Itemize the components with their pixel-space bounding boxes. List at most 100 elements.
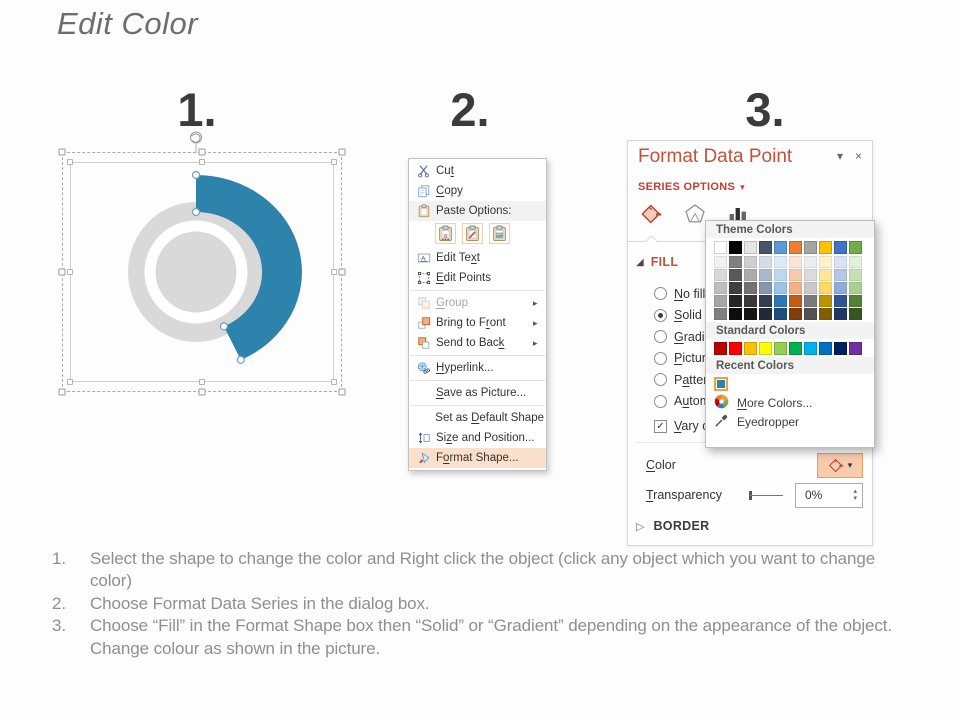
standard-color-swatch[interactable] (759, 342, 772, 355)
plot-selection-handle[interactable] (67, 379, 73, 385)
theme-tint-swatch[interactable] (714, 295, 727, 307)
menu-item-save-as-picture[interactable]: Save as Picture... (409, 383, 546, 403)
theme-color-swatch[interactable] (774, 241, 787, 254)
theme-tint-swatch[interactable] (819, 308, 832, 320)
effects-tab[interactable] (681, 199, 709, 229)
theme-tint-swatch[interactable] (789, 308, 802, 320)
theme-tint-swatch[interactable] (849, 295, 862, 307)
menu-item-send-to-back[interactable]: Send to Back ▸ (409, 333, 546, 353)
theme-color-swatch[interactable] (789, 241, 802, 254)
theme-tint-swatch[interactable] (729, 269, 742, 281)
theme-tint-swatch[interactable] (834, 295, 847, 307)
standard-color-swatch[interactable] (804, 342, 817, 355)
menu-item-set-as-default-shape[interactable]: Set as Default Shape (409, 408, 546, 428)
theme-tint-swatch[interactable] (804, 269, 817, 281)
fill-option-no-fill[interactable]: No fill (654, 283, 714, 305)
theme-tint-swatch[interactable] (759, 282, 772, 294)
theme-tint-swatch[interactable] (789, 256, 802, 268)
arc-adjust-handles[interactable] (191, 170, 245, 364)
theme-tint-swatch[interactable] (744, 308, 757, 320)
theme-tint-swatch[interactable] (729, 295, 742, 307)
theme-tint-swatch[interactable] (819, 269, 832, 281)
close-icon[interactable]: × (854, 149, 862, 163)
fill-option-gradie[interactable]: Gradie (654, 326, 714, 348)
plot-selection-handle[interactable] (331, 269, 337, 275)
theme-tint-swatch[interactable] (729, 256, 742, 268)
theme-tint-swatch[interactable] (759, 295, 772, 307)
theme-tint-swatch[interactable] (849, 269, 862, 281)
theme-tint-swatch[interactable] (714, 269, 727, 281)
border-section-header[interactable]: ▷ BORDER (636, 519, 709, 533)
menu-item-cut[interactable]: Cut (409, 161, 546, 181)
theme-tint-swatch[interactable] (819, 295, 832, 307)
donut-chart[interactable] (62, 126, 342, 392)
theme-tint-swatch[interactable] (714, 308, 727, 320)
menu-item-edit-text[interactable]: A Edit Text (409, 248, 546, 268)
menu-item-group[interactable]: Group ▸ (409, 293, 546, 313)
theme-tint-swatch[interactable] (759, 269, 772, 281)
standard-color-swatch[interactable] (774, 342, 787, 355)
plot-selection-handle[interactable] (67, 159, 73, 165)
theme-tint-swatch[interactable] (789, 282, 802, 294)
donut-arc[interactable] (196, 175, 302, 360)
menu-item-hyperlink[interactable]: Hyperlink... (409, 358, 546, 378)
selection-handle[interactable] (338, 388, 346, 396)
chart-selection-area[interactable] (58, 131, 346, 396)
standard-color-swatch[interactable] (834, 342, 847, 355)
theme-tint-swatch[interactable] (789, 295, 802, 307)
transparency-slider[interactable] (749, 490, 783, 501)
theme-tint-swatch[interactable] (759, 308, 772, 320)
theme-tint-swatch[interactable] (789, 269, 802, 281)
selection-handle[interactable] (58, 388, 66, 396)
plot-selection-handle[interactable] (199, 159, 205, 165)
theme-tint-swatch[interactable] (834, 256, 847, 268)
transparency-spinbox[interactable]: 0% ▴ ▾ (795, 482, 863, 508)
rotation-handle-icon[interactable] (190, 131, 202, 153)
theme-tint-swatch[interactable] (744, 256, 757, 268)
selection-handle[interactable] (338, 148, 346, 156)
menu-item-copy[interactable]: Copy (409, 181, 546, 201)
plot-selection-handle[interactable] (331, 379, 337, 385)
theme-tint-swatch[interactable] (804, 308, 817, 320)
checkbox-checked-icon[interactable]: ✓ (654, 419, 667, 433)
theme-tint-swatch[interactable] (849, 282, 862, 294)
standard-color-swatch[interactable] (729, 342, 742, 355)
theme-tint-swatch[interactable] (759, 256, 772, 268)
theme-color-swatch[interactable] (759, 241, 772, 254)
menu-item-paste-options[interactable]: Paste Options: (409, 201, 546, 221)
standard-color-swatch[interactable] (714, 342, 727, 355)
standard-color-swatch[interactable] (744, 342, 757, 355)
theme-tint-swatch[interactable] (714, 256, 727, 268)
more-colors-item[interactable]: More Colors... (706, 393, 874, 412)
selection-handle[interactable] (198, 388, 206, 396)
theme-tint-swatch[interactable] (834, 282, 847, 294)
theme-tint-swatch[interactable] (744, 295, 757, 307)
theme-color-swatch[interactable] (819, 241, 832, 254)
theme-tint-swatch[interactable] (774, 269, 787, 281)
fill-line-tab[interactable] (638, 199, 666, 229)
paste-option-paste-merge-formatting[interactable] (462, 223, 483, 244)
recent-color-swatch[interactable] (714, 377, 728, 391)
theme-color-swatch[interactable] (714, 241, 727, 254)
theme-tint-swatch[interactable] (744, 282, 757, 294)
theme-tint-swatch[interactable] (729, 282, 742, 294)
theme-color-swatch[interactable] (729, 241, 742, 254)
theme-tint-swatch[interactable] (804, 282, 817, 294)
theme-tint-swatch[interactable] (774, 295, 787, 307)
fill-option-solid-fi[interactable]: Solid fi (654, 305, 714, 327)
paste-option-paste-keep-source[interactable]: a (435, 223, 456, 244)
menu-item-edit-points[interactable]: Edit Points (409, 268, 546, 288)
menu-item-format-shape[interactable]: Format Shape... (409, 448, 546, 468)
series-options-dropdown[interactable]: SERIES OPTIONS ▾ (638, 181, 745, 193)
fill-option-autom[interactable]: Autom (654, 391, 714, 413)
theme-tint-swatch[interactable] (834, 269, 847, 281)
plot-selection-handle[interactable] (331, 159, 337, 165)
theme-tint-swatch[interactable] (849, 256, 862, 268)
theme-tint-swatch[interactable] (804, 256, 817, 268)
theme-color-swatch[interactable] (744, 241, 757, 254)
theme-tint-swatch[interactable] (774, 308, 787, 320)
theme-tint-swatch[interactable] (819, 282, 832, 294)
theme-color-swatch[interactable] (804, 241, 817, 254)
theme-tint-swatch[interactable] (714, 282, 727, 294)
selection-handle[interactable] (198, 148, 206, 156)
